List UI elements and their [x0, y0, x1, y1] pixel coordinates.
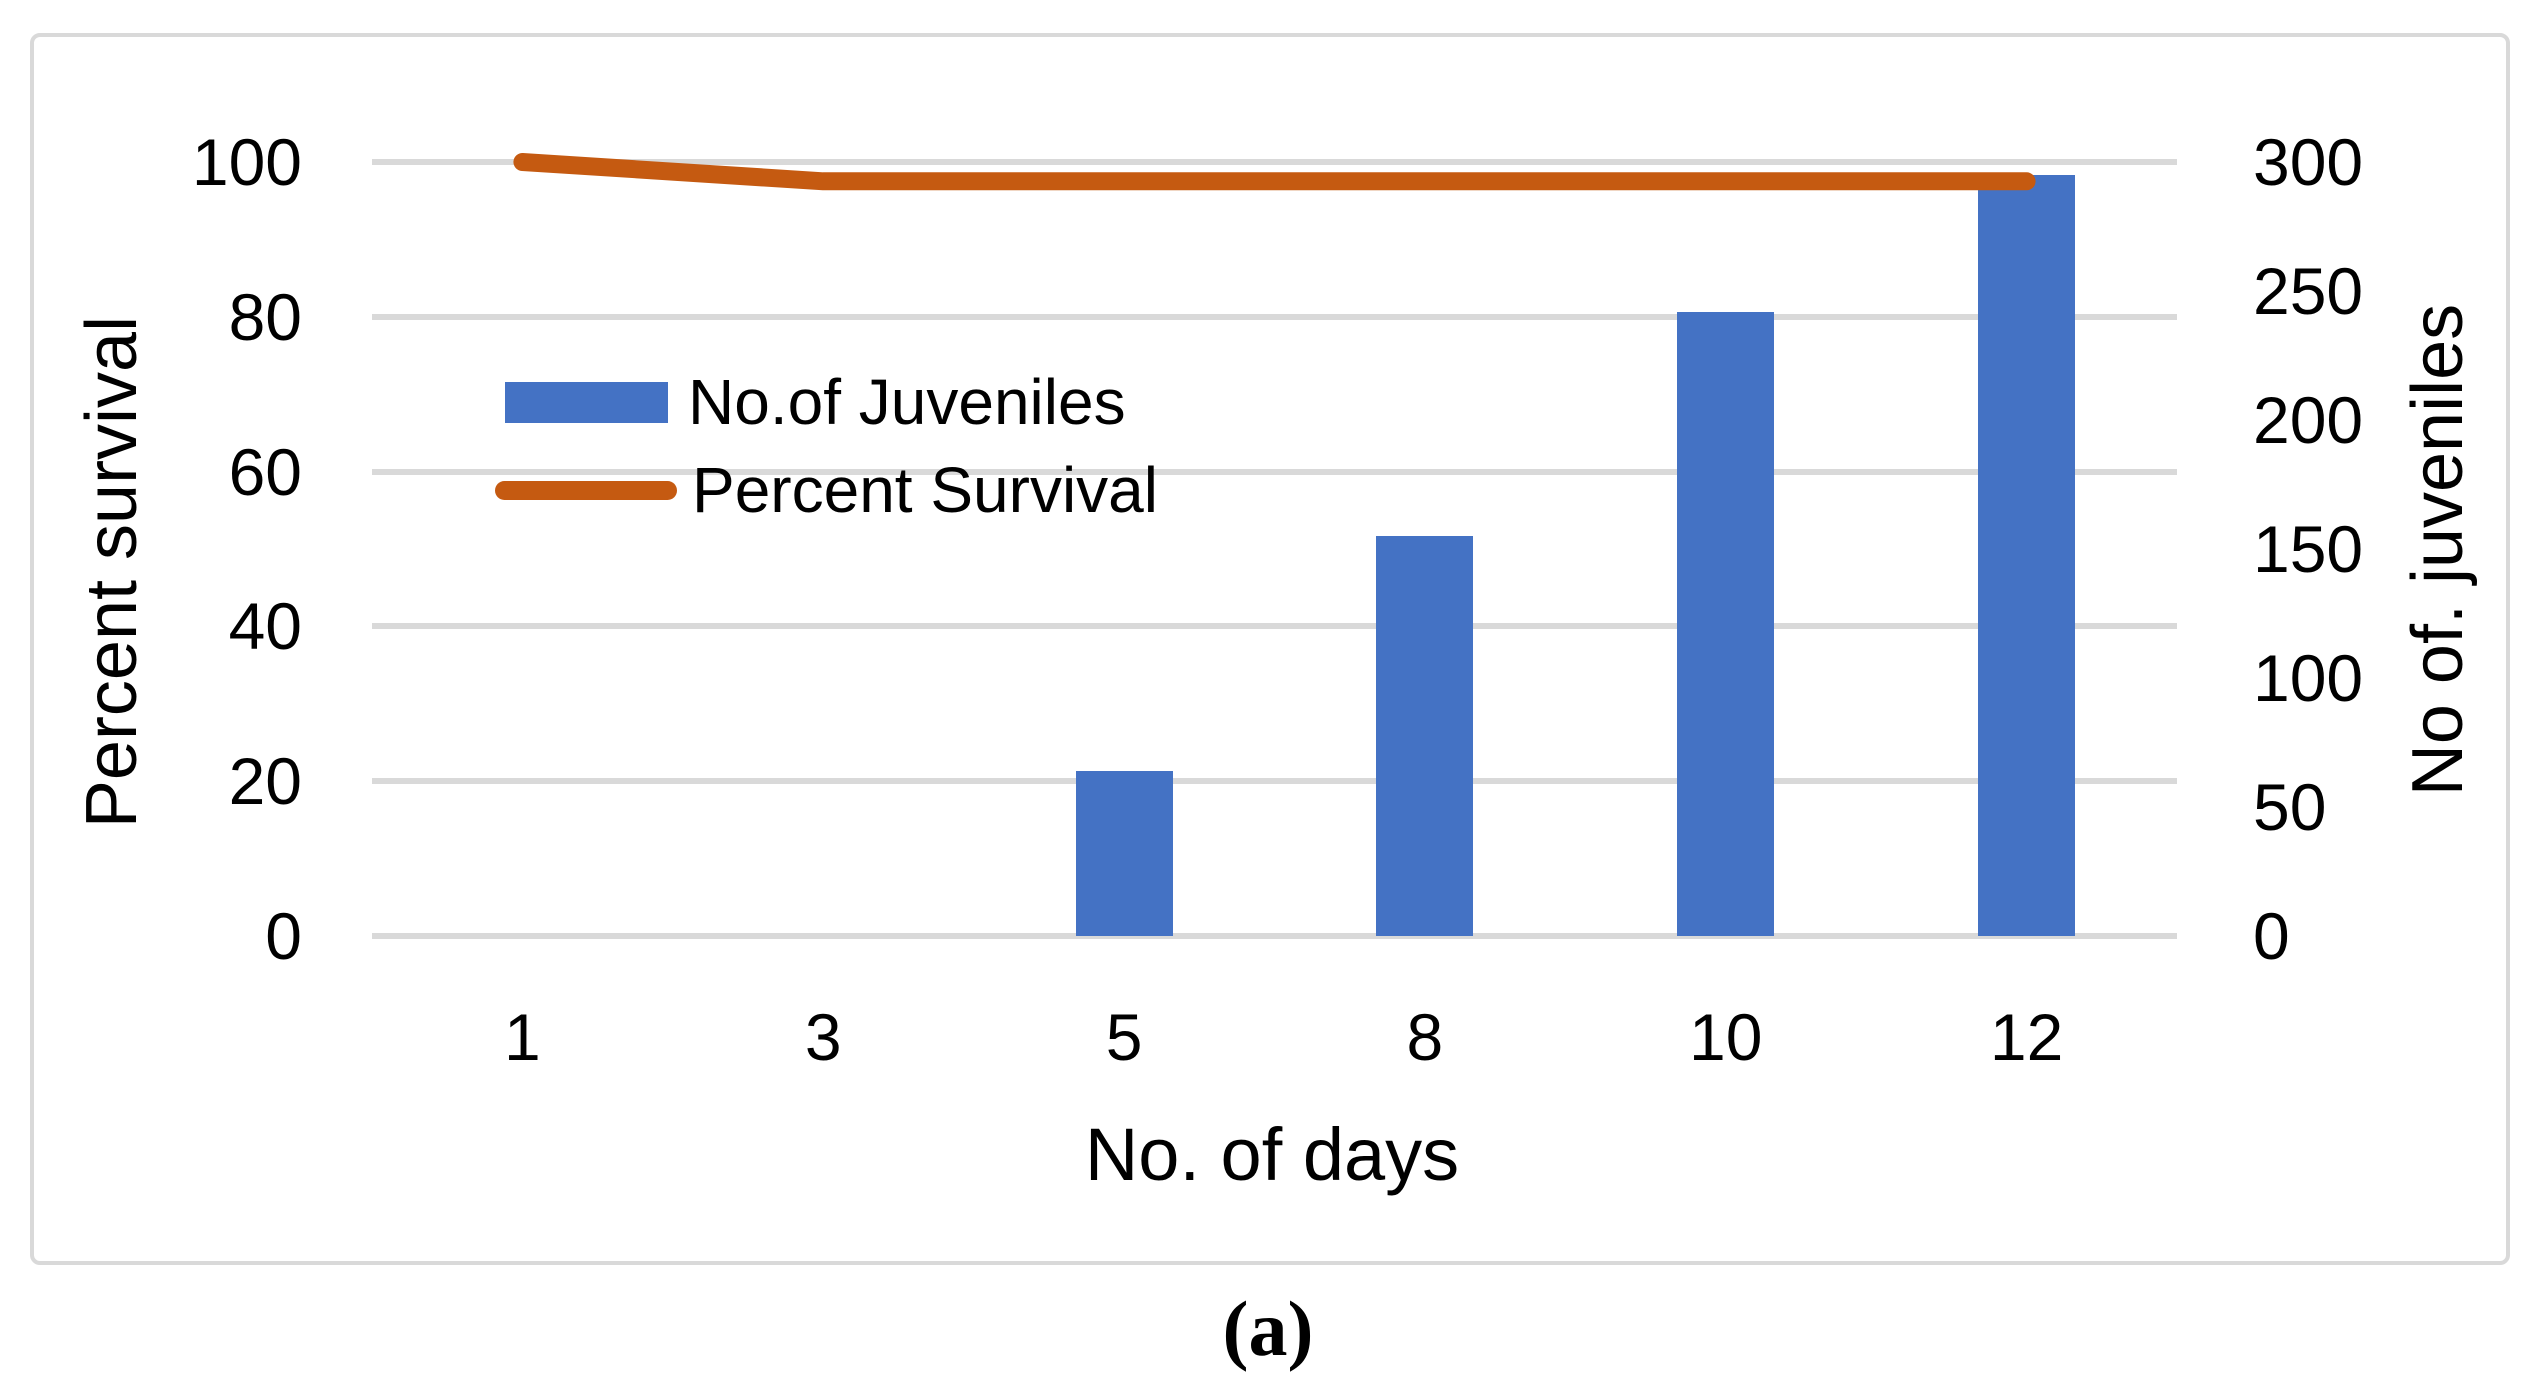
y-axis-right-tick-label: 0: [2253, 899, 2290, 973]
x-axis-tick-label: 3: [804, 1000, 842, 1074]
gridline: [372, 159, 2177, 165]
y-axis-left-tick-label: 0: [265, 899, 302, 973]
y-axis-left-tick-label: 20: [228, 744, 302, 819]
gridline: [372, 623, 2177, 630]
y-axis-right-tick-label: 100: [2253, 641, 2364, 715]
x-axis-tick-label: 10: [1689, 1000, 1763, 1074]
y-axis-left-tick-label: 40: [228, 589, 302, 664]
y-axis-right-tick-label: 150: [2253, 512, 2364, 586]
x-axis-title: No. of days: [1084, 1113, 1460, 1196]
y-axis-left-tick-label: 100: [191, 125, 302, 199]
y-axis-right-tick-label: 300: [2253, 125, 2364, 199]
y-axis-left-tick-label: 60: [228, 434, 302, 509]
legend-swatch-line: [495, 481, 677, 500]
figure-caption: (a): [1222, 1285, 1314, 1372]
gridline: [372, 933, 2177, 939]
gridline: [372, 313, 2177, 320]
x-axis-tick-label: 8: [1406, 1000, 1444, 1074]
y-axis-right-title: No of. juveniles: [2398, 303, 2478, 797]
y-axis-right-tick-label: 50: [2253, 770, 2327, 844]
y-axis-right-tick-label: 250: [2253, 254, 2364, 328]
gridline: [372, 778, 2177, 785]
bar-day-10: [1677, 311, 1775, 936]
legend-swatch-bar: [505, 382, 668, 423]
bar-day-8: [1376, 536, 1474, 936]
x-axis-tick-label: 5: [1105, 1000, 1143, 1074]
legend-label-line: Percent Survival: [692, 454, 1158, 526]
gridline: [372, 468, 2177, 475]
chart-frame: [30, 33, 2510, 1265]
y-axis-left-tick-label: 80: [228, 279, 302, 354]
y-axis-left-title: Percent survival: [72, 315, 152, 829]
y-axis-right-tick-label: 200: [2253, 383, 2364, 457]
legend-label-bar: No.of Juveniles: [688, 366, 1126, 438]
bar-day-5: [1075, 770, 1173, 936]
x-axis-tick-label: 12: [1989, 1000, 2064, 1074]
x-axis-tick-label: 1: [504, 1000, 541, 1074]
bar-day-12: [1978, 174, 2076, 936]
